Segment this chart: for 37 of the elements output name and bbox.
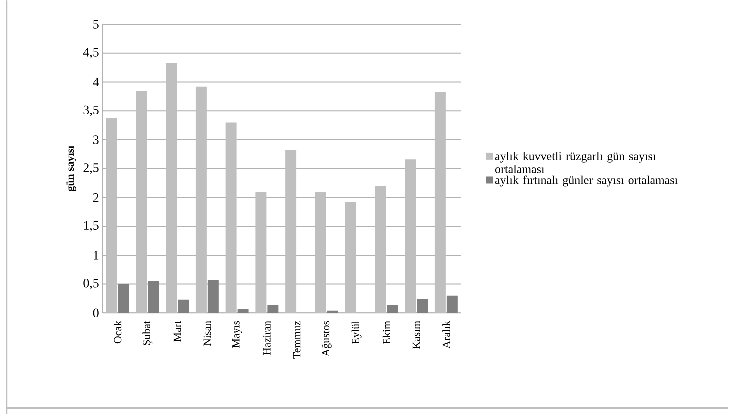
- y-tick-label: 0,5: [84, 279, 99, 290]
- x-tick-label: Nisan: [204, 321, 212, 346]
- bar: [286, 150, 297, 314]
- bar: [345, 202, 356, 314]
- y-tick-label: 5: [94, 20, 99, 30]
- y-tick-label: 4: [93, 78, 100, 87]
- bar: [226, 122, 237, 314]
- y-tick-label: 2,5: [84, 164, 99, 174]
- x-tick-label: Haziran: [264, 321, 271, 356]
- y-tick-label: 0: [93, 308, 99, 318]
- y-tick-label: 3: [94, 136, 99, 145]
- bar: [196, 87, 207, 314]
- bar: [136, 91, 148, 314]
- bar: [166, 63, 178, 314]
- y-tick-label: 3,5: [84, 106, 99, 117]
- bar: [375, 186, 386, 314]
- bar: [256, 192, 267, 314]
- x-tick-label: Ocak: [114, 321, 122, 344]
- x-tick-label: Eylül: [352, 321, 362, 345]
- y-axis-title: gün sayısı: [66, 146, 76, 192]
- x-tick-label: Şubat: [142, 321, 153, 346]
- bar: [315, 192, 326, 314]
- y-tick-label: 1,5: [84, 222, 99, 232]
- y-tick-label: 1: [94, 251, 99, 260]
- legend-label: aylık fırtınalı günler sayısı ortalaması: [495, 176, 678, 187]
- x-tick-label: Mayıs: [232, 322, 242, 348]
- x-tick-label: Ağustos: [322, 322, 332, 357]
- y-tick-label: 2: [93, 194, 99, 202]
- x-tick-label: Aralık: [442, 321, 450, 349]
- bar: [405, 160, 416, 314]
- x-tick-label: Temmuz: [293, 321, 301, 360]
- x-tick-label: Ekim: [382, 321, 390, 345]
- bar: [106, 118, 118, 314]
- bar: [434, 92, 446, 314]
- x-tick-label: Kasım: [412, 321, 420, 350]
- x-tick-label: Mart: [174, 321, 182, 342]
- y-tick-label: 4,5: [83, 48, 99, 59]
